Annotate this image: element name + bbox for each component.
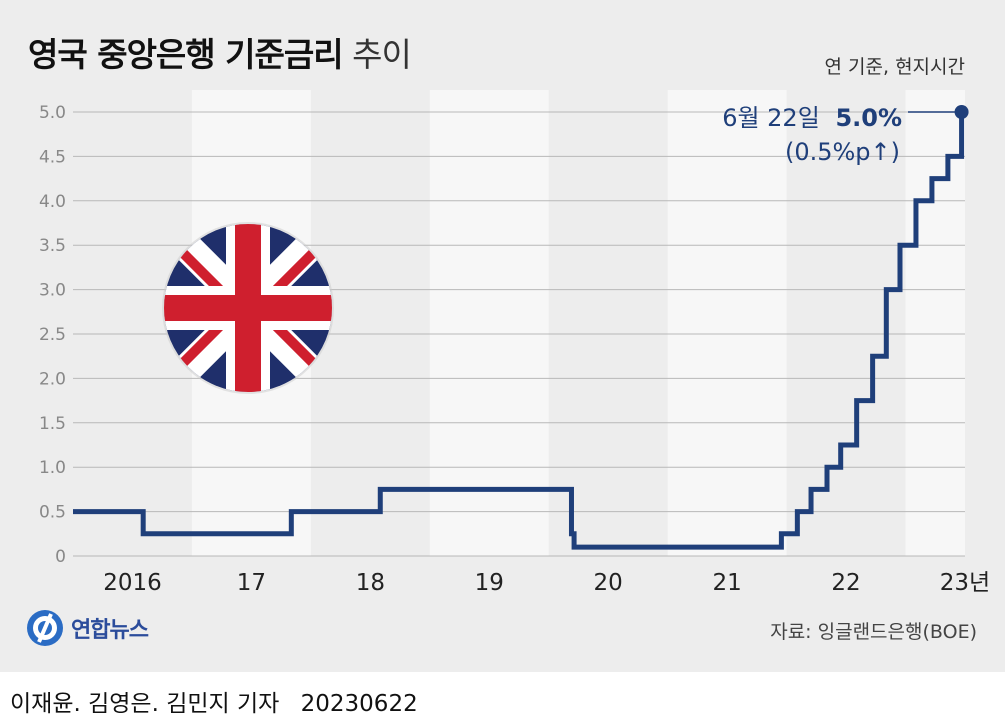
x-tick-label: 18	[356, 570, 385, 596]
chart-title: 영국 중앙은행 기준금리 추이	[28, 28, 412, 76]
y-tick-label: 4.5	[39, 147, 66, 167]
y-tick-label: 0.5	[39, 503, 66, 523]
yonhap-logo: 연합뉴스	[25, 608, 149, 648]
rate-line	[73, 112, 965, 550]
y-tick-label: 3.0	[39, 281, 66, 301]
annotation: 6월 22일 5.0% (0.5%p↑)	[722, 104, 902, 166]
uk-flag-icon	[162, 222, 334, 394]
y-tick-label: 1.0	[39, 458, 66, 478]
year-band-2023	[905, 90, 965, 556]
byline: 이재윤. 김영은. 김민지 기자 20230622	[10, 684, 418, 718]
title-bold: 영국 중앙은행 기준금리	[28, 35, 344, 74]
y-tick-label: 2.0	[39, 369, 66, 389]
title-light: 추이	[352, 35, 412, 74]
annotation-value: 5.0%	[835, 104, 902, 132]
annotation-change: (0.5%p↑)	[785, 138, 900, 166]
x-tick-label: 2016	[103, 570, 162, 596]
year-band-2021	[667, 90, 787, 556]
y-tick-label: 1.5	[39, 414, 66, 434]
x-tick-label: 22	[831, 570, 860, 596]
x-tick-label: 20	[594, 570, 623, 596]
y-tick-label: 0	[55, 547, 66, 567]
byline-date: 20230622	[300, 691, 418, 717]
x-tick-label: 23년	[940, 570, 990, 596]
annotation-date: 6월 22일	[722, 104, 820, 132]
y-tick-label: 3.5	[39, 236, 66, 256]
end-point-marker	[954, 105, 969, 119]
y-axis: 0 0.5 1.0 1.5 2.0 2.5 3.0 3.5 4.0 4.5 5.0	[39, 103, 66, 567]
yonhap-logo-icon	[27, 610, 63, 646]
logo-text: 연합뉴스	[71, 618, 149, 643]
y-tick-label: 5.0	[39, 103, 66, 123]
x-tick-label: 17	[237, 570, 266, 596]
x-tick-label: 19	[475, 570, 504, 596]
source-note: 자료: 잉글랜드은행(BOE)	[770, 621, 977, 643]
byline-reporters: 이재윤. 김영은. 김민지 기자	[10, 691, 280, 717]
rate-chart: 0 0.5 1.0 1.5 2.0 2.5 3.0 3.5 4.0 4.5 5.0 2016 17 18…	[38, 90, 991, 596]
y-tick-label: 2.5	[39, 325, 66, 345]
y-tick-label: 4.0	[39, 192, 66, 212]
x-axis: 2016 17 18 19 20 21 22 23년	[103, 570, 990, 596]
annotation-value-line: 6월 22일 5.0%	[722, 104, 902, 132]
year-band-2019	[429, 90, 549, 556]
unit-note: 연 기준, 현지시간	[824, 56, 965, 78]
x-tick-label: 21	[712, 570, 741, 596]
